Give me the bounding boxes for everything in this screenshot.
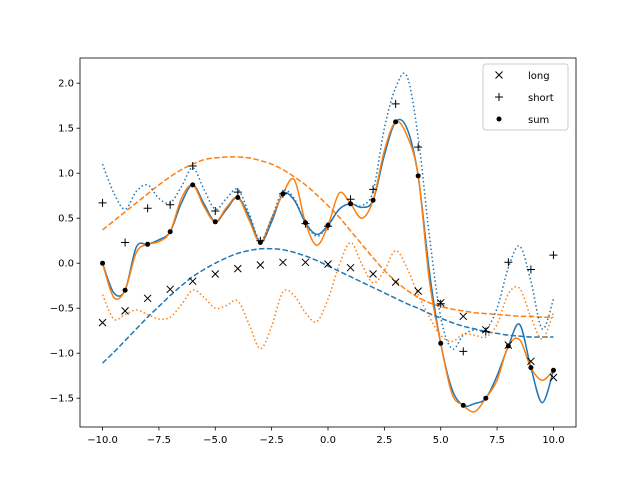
legend-label-sum: sum <box>528 115 549 126</box>
x-tick-label: 7.5 <box>489 435 505 446</box>
x-tick-label: −2.5 <box>259 435 283 446</box>
marker-sum <box>167 229 173 235</box>
marker-sum <box>212 219 218 225</box>
marker-short <box>526 265 535 274</box>
marker-long <box>166 285 175 294</box>
legend-marker-long <box>495 71 503 79</box>
marker-sum <box>235 195 241 200</box>
marker-long <box>143 294 152 303</box>
marker-short <box>504 258 513 267</box>
marker-sum <box>370 197 376 203</box>
marker-short <box>549 251 558 260</box>
marker-short <box>143 204 152 213</box>
marker-short <box>391 99 400 108</box>
marker-long <box>301 258 310 267</box>
marker-sum <box>505 343 511 349</box>
marker-short <box>166 200 175 209</box>
y-tick-label: 0.5 <box>58 214 74 225</box>
legend: long short sum <box>482 63 569 131</box>
marker-sum <box>348 201 354 207</box>
marker-long <box>188 277 197 286</box>
line-orange-dotted <box>101 241 555 350</box>
marker-sum <box>393 119 399 125</box>
y-tick-label: 1.0 <box>58 169 74 180</box>
marker-long <box>459 312 468 321</box>
y-tick-label: 0.0 <box>58 259 74 270</box>
marker-short <box>481 327 490 336</box>
marker-long <box>324 260 332 268</box>
marker-sum <box>302 220 308 226</box>
marker-sum <box>325 222 331 228</box>
marker-short <box>233 188 242 197</box>
x-tick-label: −7.5 <box>147 435 171 446</box>
marker-sum <box>438 340 444 346</box>
legend-box <box>482 63 569 131</box>
marker-long <box>98 318 107 327</box>
marker-sum <box>415 173 421 179</box>
line-blue-dotted <box>101 72 555 350</box>
y-tick-label: −1.5 <box>50 394 74 405</box>
x-tick-label: 5.0 <box>433 435 449 446</box>
marker-short <box>98 198 107 207</box>
marker-sum <box>145 241 151 247</box>
x-tick-label: 2.5 <box>376 435 392 446</box>
marker-sum <box>280 191 286 197</box>
legend-label-short: short <box>528 93 554 104</box>
y-tick-label: −0.5 <box>50 304 74 315</box>
marker-long <box>256 261 265 269</box>
marker-short <box>121 238 130 247</box>
marker-long <box>233 264 242 273</box>
legend-marker-sum <box>496 116 502 122</box>
legend-marker-short <box>495 93 503 101</box>
marker-sum <box>550 367 556 373</box>
x-tick-label: 0.0 <box>320 435 336 446</box>
x-tick-label: −5.0 <box>203 435 227 446</box>
marker-sum <box>483 395 489 401</box>
line-orange-dashed <box>102 156 554 319</box>
x-tick-label: −10.0 <box>87 435 118 446</box>
marker-sum <box>190 182 196 188</box>
y-tick-label: 1.5 <box>58 124 74 135</box>
marker-long <box>346 263 355 272</box>
marker-short <box>459 347 468 356</box>
marker-sum <box>257 240 263 245</box>
y-axis: −1.5 −1.0 −0.5 0.0 0.5 1.0 1.5 2.0 <box>50 79 80 405</box>
marker-short <box>414 143 423 152</box>
plot-markers <box>98 99 558 408</box>
marker-long <box>391 278 400 286</box>
marker-long <box>549 373 558 382</box>
marker-long <box>527 357 535 366</box>
marker-sum <box>100 260 106 266</box>
marker-sum <box>528 365 534 371</box>
marker-short <box>436 299 445 308</box>
marker-long <box>121 307 129 315</box>
marker-short <box>211 207 220 215</box>
legend-label-long: long <box>528 71 550 82</box>
marker-sum <box>122 287 128 293</box>
y-tick-label: −1.0 <box>50 349 74 360</box>
y-tick-label: 2.0 <box>58 79 74 90</box>
marker-long <box>279 258 287 267</box>
marker-short <box>188 162 197 170</box>
marker-long <box>211 270 220 278</box>
line-blue-dashed <box>102 247 554 364</box>
marker-short <box>369 185 378 194</box>
x-axis: −10.0 −7.5 −5.0 −2.5 0.0 2.5 5.0 7.5 10.0 <box>87 427 565 446</box>
marker-sum <box>460 402 466 408</box>
x-tick-label: 10.0 <box>542 435 564 446</box>
marker-long <box>369 270 377 278</box>
marker-long <box>414 287 423 295</box>
